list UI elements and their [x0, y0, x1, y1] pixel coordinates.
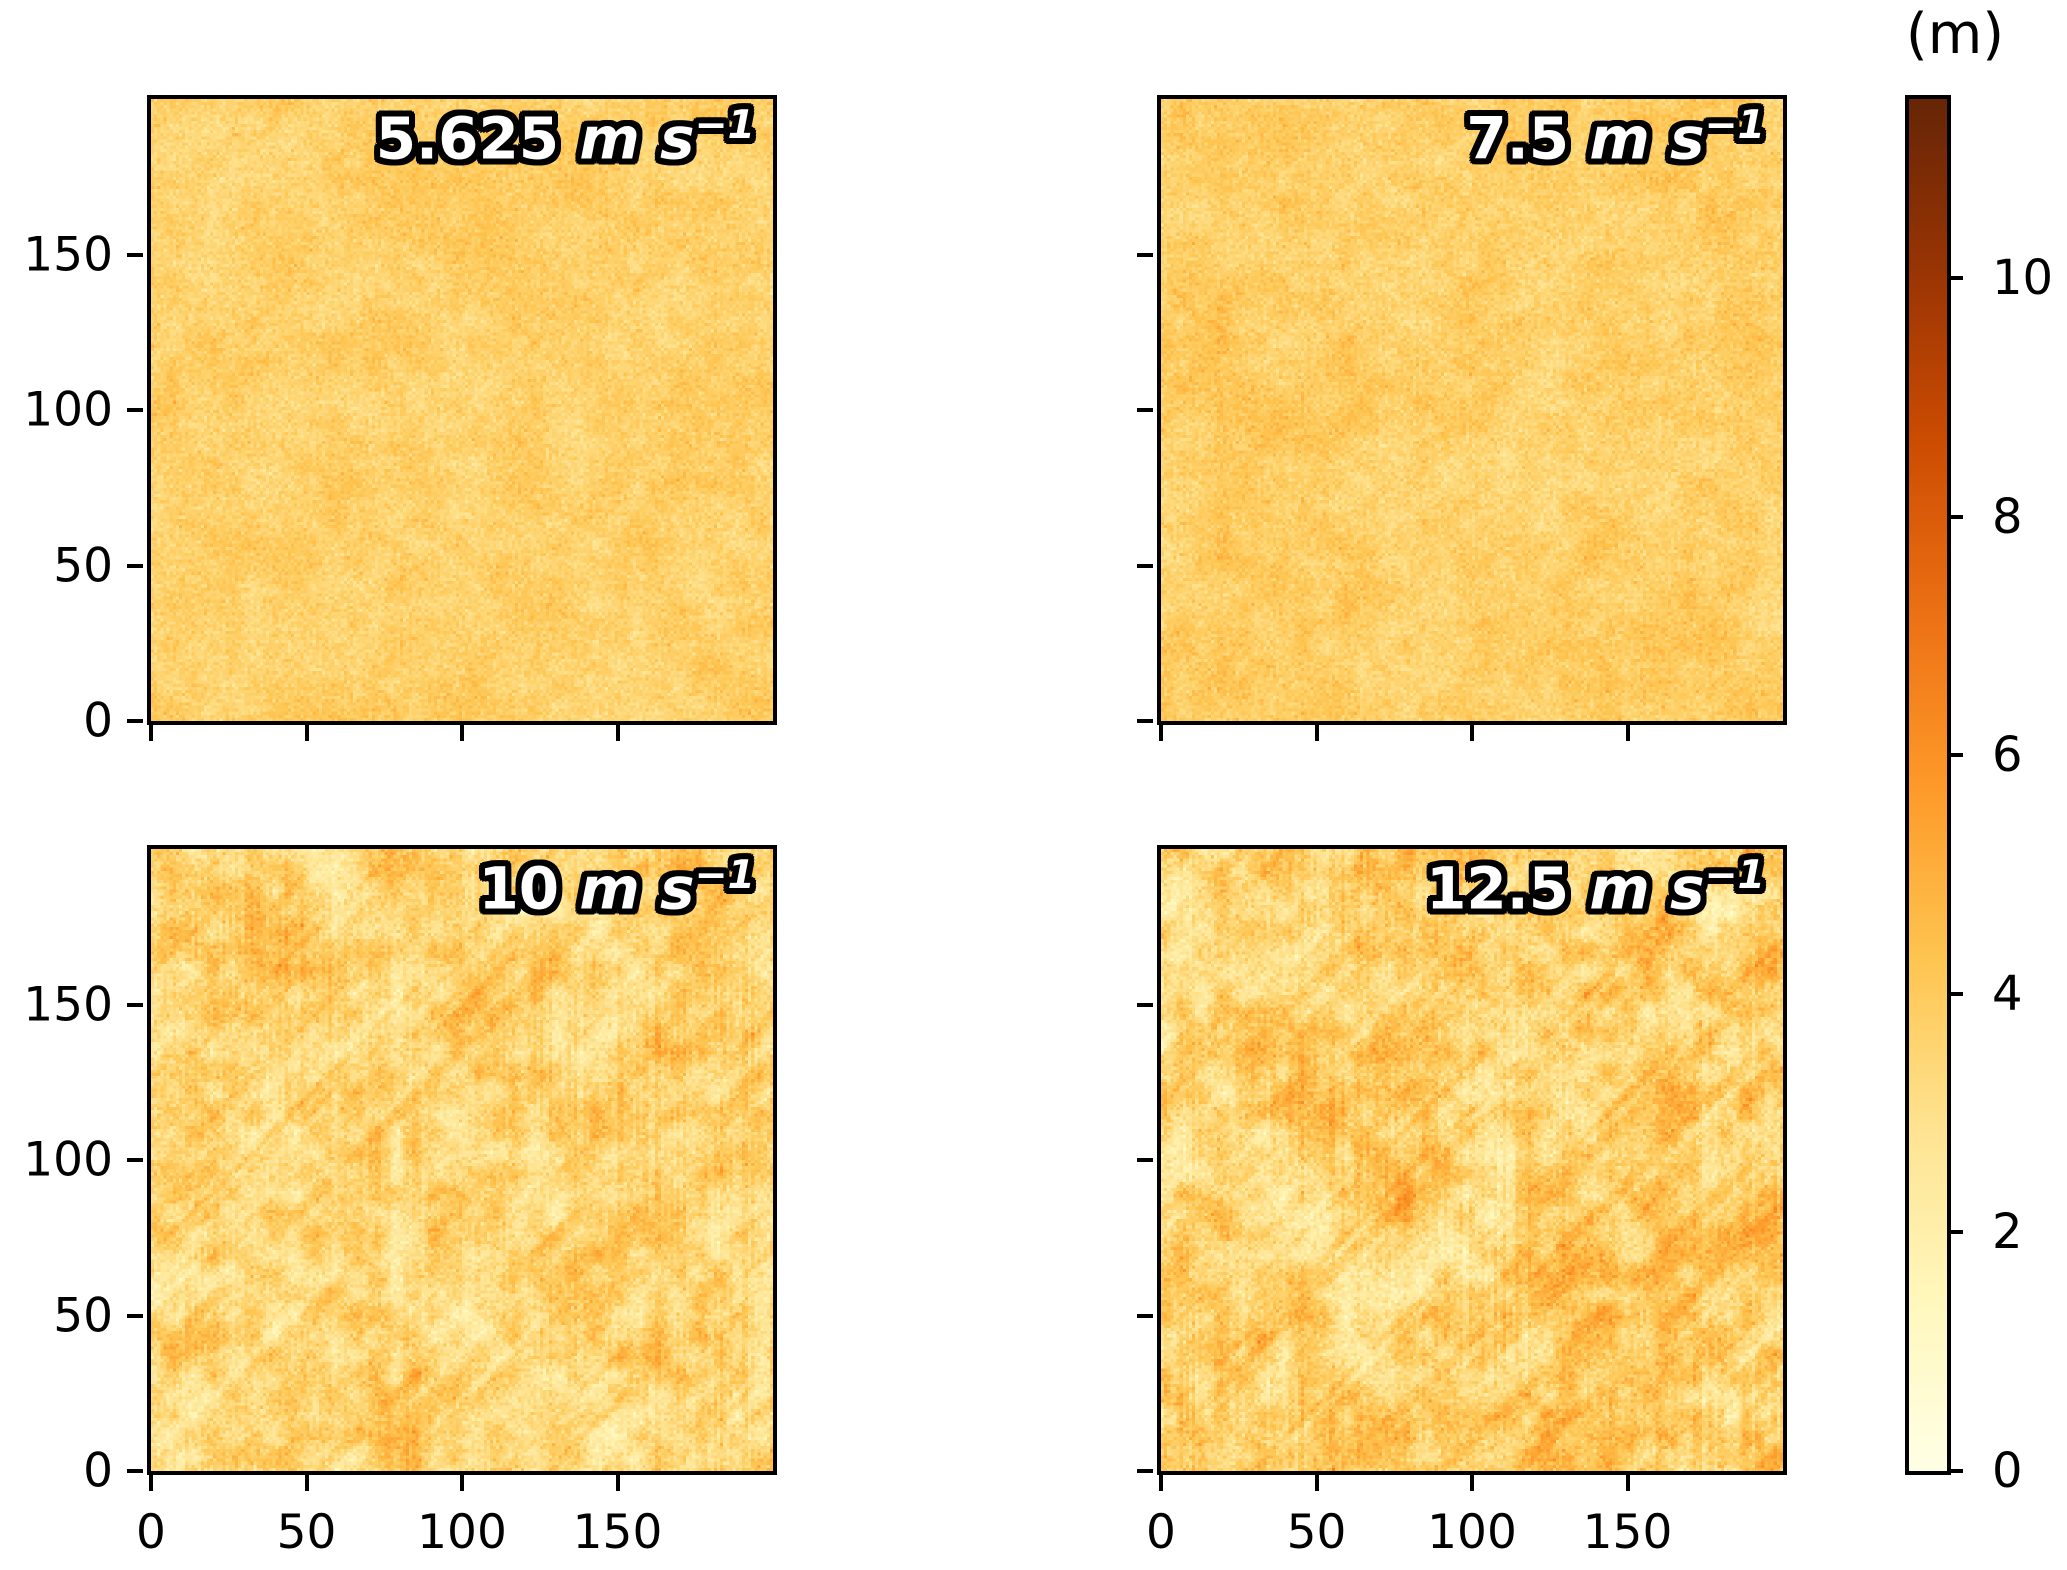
heatmap-panel-12-5: 12.5 m s−1 0 50 100 150 — [1137, 845, 1787, 1560]
x-tick-mark — [1314, 725, 1319, 741]
x-tick-mark — [460, 725, 464, 741]
wind-speed-unit: m s — [579, 104, 695, 173]
wind-speed-value: 12.5 — [1426, 854, 1570, 923]
y-tick-mark — [1137, 1002, 1153, 1007]
heatmap-panel-5-625: 5.625 m s−1 0 50 100 150 — [23, 95, 777, 749]
x-tick-mark — [615, 725, 620, 741]
x-tick-mark — [149, 1475, 153, 1491]
y-tick-label: 150 — [23, 227, 113, 282]
y-tick-mark — [1137, 408, 1153, 412]
x-tick-mark — [1314, 1475, 1319, 1491]
x-tick-label: 150 — [572, 1505, 663, 1560]
panel-wind-speed-label-5-625: 5.625 m s−1 — [375, 102, 755, 173]
x-tick-mark — [615, 1475, 620, 1491]
y-tick-mark — [1137, 252, 1153, 257]
x-tick-label: 100 — [417, 1505, 507, 1560]
colorbar-tick-label: 6 — [1992, 727, 2023, 784]
x-tick-label: 0 — [136, 1505, 166, 1560]
x-tick-mark — [304, 1475, 309, 1491]
colorbar-tick-mark — [1947, 753, 1963, 758]
colorbar — [1905, 95, 1951, 1475]
colorbar-tick-label: 2 — [1992, 1204, 2023, 1261]
wind-speed-unit: m s — [579, 854, 695, 923]
y-tick-mark — [127, 252, 143, 257]
x-tick-mark — [1470, 1475, 1474, 1491]
colorbar-tick-mark — [1947, 991, 1963, 996]
y-tick-mark — [127, 408, 143, 412]
wind-speed-exponent: −1 — [1704, 102, 1765, 148]
heatmap-canvas-5-625 — [151, 99, 773, 721]
x-tick-mark — [460, 1475, 464, 1491]
y-tick-mark — [127, 563, 143, 568]
y-tick-mark — [1137, 1313, 1153, 1318]
y-tick-label: 50 — [53, 1288, 113, 1343]
wind-speed-unit: m s — [1589, 854, 1705, 923]
y-tick-mark — [1137, 719, 1153, 723]
x-tick-label: 0 — [1146, 1505, 1176, 1560]
x-tick-label: 50 — [276, 1505, 337, 1560]
panel-wind-speed-label-10: 10 m s−1 — [478, 852, 755, 923]
heatmap-canvas-12-5 — [1161, 849, 1783, 1471]
x-tick-mark — [1159, 1475, 1163, 1491]
y-tick-label: 0 — [83, 693, 113, 749]
wind-speed-value: 5.625 — [375, 104, 560, 173]
x-tick-mark — [149, 725, 153, 741]
heatmap-canvas-7-5 — [1161, 99, 1783, 721]
wind-speed-exponent: −1 — [694, 852, 755, 898]
y-tick-mark — [127, 1002, 143, 1007]
colorbar-tick-mark — [1947, 1230, 1963, 1235]
colorbar-title: (m) — [1905, 2, 2005, 67]
y-tick-label: 150 — [23, 977, 113, 1032]
heatmap-panel-10: 10 m s−1 0 50 100 150 0 50 100 150 — [23, 845, 777, 1560]
y-tick-mark — [1137, 563, 1153, 568]
y-tick-mark — [127, 719, 143, 723]
y-tick-mark — [1137, 1469, 1153, 1473]
y-tick-label: 50 — [53, 538, 113, 593]
x-tick-label: 100 — [1427, 1505, 1517, 1560]
x-tick-mark — [1625, 725, 1630, 741]
colorbar-tick-label: 10 — [1992, 249, 2054, 306]
x-tick-mark — [1625, 1475, 1630, 1491]
y-tick-mark — [1137, 1158, 1153, 1162]
wind-speed-exponent: −1 — [694, 102, 755, 148]
y-tick-label: 100 — [23, 1132, 113, 1188]
y-tick-mark — [127, 1158, 143, 1162]
colorbar-tick-label: 0 — [1992, 1443, 2023, 1499]
colorbar-tick-mark — [1947, 275, 1963, 280]
x-tick-mark — [1470, 725, 1474, 741]
colorbar-tick-mark — [1947, 1469, 1963, 1473]
x-tick-label: 50 — [1286, 1505, 1347, 1560]
panel-wind-speed-label-12-5: 12.5 m s−1 — [1426, 852, 1765, 923]
colorbar-tick-label: 4 — [1992, 965, 2023, 1022]
colorbar-tick-mark — [1947, 514, 1963, 519]
x-tick-mark — [304, 725, 309, 741]
colorbar-tick-label: 8 — [1992, 488, 2023, 545]
heatmap-canvas-10 — [151, 849, 773, 1471]
y-tick-label: 100 — [23, 382, 113, 438]
y-tick-label: 0 — [83, 1443, 113, 1499]
y-tick-mark — [127, 1469, 143, 1473]
wind-speed-value: 7.5 — [1466, 104, 1570, 173]
x-tick-mark — [1159, 725, 1163, 741]
heatmap-panel-7-5: 7.5 m s−1 — [1137, 95, 1787, 741]
wind-speed-unit: m s — [1589, 104, 1705, 173]
panel-wind-speed-label-7-5: 7.5 m s−1 — [1466, 102, 1765, 173]
x-tick-label: 150 — [1582, 1505, 1673, 1560]
wind-speed-exponent: −1 — [1704, 852, 1765, 898]
wind-speed-value: 10 — [478, 854, 560, 923]
y-tick-mark — [127, 1313, 143, 1318]
